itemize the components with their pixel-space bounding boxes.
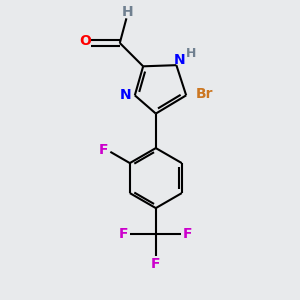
Text: Br: Br bbox=[196, 87, 214, 101]
Text: O: O bbox=[79, 34, 91, 49]
Text: H: H bbox=[186, 47, 196, 60]
Text: H: H bbox=[122, 5, 134, 19]
Text: F: F bbox=[151, 256, 160, 271]
Text: N: N bbox=[174, 53, 185, 67]
Text: F: F bbox=[99, 143, 109, 157]
Text: N: N bbox=[119, 88, 131, 102]
Text: F: F bbox=[183, 226, 193, 241]
Text: F: F bbox=[119, 226, 128, 241]
